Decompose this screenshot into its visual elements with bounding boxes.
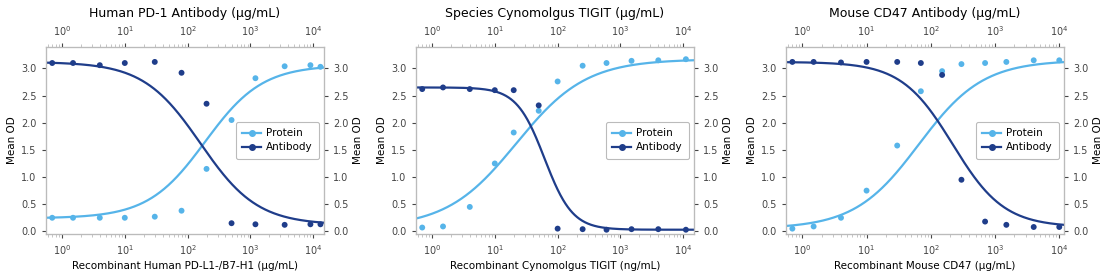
Point (529, 109, 547, 113)
Y-axis label: Mean OD: Mean OD (377, 116, 387, 164)
Y-axis label: Mean OD: Mean OD (723, 116, 733, 164)
Point (934, 73, 951, 77)
Point (784, 226, 801, 231)
Point (434, 224, 452, 229)
Point (934, 69, 951, 73)
Point (312, 64, 330, 69)
Point (952, 62, 970, 66)
Point (976, 219, 993, 224)
Point (888, 143, 906, 148)
Point (302, 63, 320, 67)
Point (223, 118, 241, 122)
X-axis label: Recombinant Human PD-L1-/B7-H1 (μg/mL): Recombinant Human PD-L1-/B7-H1 (μg/mL) (72, 261, 297, 271)
Point (312, 222, 330, 227)
Point (198, 101, 215, 106)
Y-axis label: Mean OD: Mean OD (747, 116, 757, 164)
X-axis label: Recombinant Mouse CD47 (μg/mL): Recombinant Mouse CD47 (μg/mL) (835, 261, 1016, 271)
Y-axis label: Mean OD: Mean OD (7, 116, 17, 164)
Point (461, 205, 478, 209)
Y-axis label: Mean OD: Mean OD (353, 116, 363, 164)
Point (952, 178, 970, 182)
Point (115, 215, 133, 220)
Point (486, 88, 504, 92)
Point (888, 60, 906, 64)
Point (505, 130, 523, 135)
Point (91, 63, 109, 67)
Point (115, 61, 133, 65)
X-axis label: Mouse CD47 Antibody (μg/mL): Mouse CD47 Antibody (μg/mL) (829, 7, 1021, 20)
Point (649, 58, 667, 63)
Point (246, 76, 264, 80)
X-axis label: Human PD-1 Antibody (μg/mL): Human PD-1 Antibody (μg/mL) (90, 7, 281, 20)
Point (649, 227, 667, 231)
Point (1025, 58, 1042, 63)
Point (302, 222, 320, 227)
Point (173, 71, 191, 75)
Point (64, 61, 82, 65)
Point (832, 215, 850, 220)
Point (784, 60, 801, 64)
Point (64, 215, 82, 220)
Point (486, 161, 504, 166)
Point (858, 188, 876, 193)
Point (246, 222, 264, 227)
Legend: Protein, Antibody: Protein, Antibody (236, 122, 320, 159)
Point (574, 63, 592, 68)
Point (43, 61, 61, 65)
Point (998, 60, 1016, 64)
Point (1050, 225, 1068, 229)
Point (275, 223, 293, 227)
Point (1050, 58, 1068, 63)
Point (413, 225, 431, 230)
Point (1025, 225, 1042, 229)
Point (223, 221, 241, 225)
Point (548, 79, 566, 84)
Point (677, 227, 695, 232)
Point (574, 227, 592, 231)
X-axis label: Species Cynomolgus TIGIT (μg/mL): Species Cynomolgus TIGIT (μg/mL) (445, 7, 665, 20)
Point (505, 88, 523, 92)
Point (623, 59, 640, 63)
Legend: Protein, Antibody: Protein, Antibody (976, 122, 1059, 159)
Point (198, 167, 215, 171)
Point (677, 57, 695, 61)
Point (805, 60, 823, 64)
Point (173, 208, 191, 213)
Point (832, 60, 850, 65)
Legend: Protein, Antibody: Protein, Antibody (606, 122, 689, 159)
Point (434, 85, 452, 90)
Point (597, 61, 615, 65)
Point (858, 60, 876, 64)
Point (413, 87, 431, 91)
Point (976, 61, 993, 65)
Point (597, 227, 615, 232)
Y-axis label: Mean OD: Mean OD (1093, 116, 1103, 164)
Point (623, 227, 640, 231)
Point (275, 64, 293, 68)
Point (529, 103, 547, 108)
Point (805, 224, 823, 229)
Point (548, 226, 566, 231)
Point (461, 87, 478, 91)
Point (912, 61, 930, 65)
Point (43, 215, 61, 220)
Point (91, 215, 109, 220)
Point (145, 60, 163, 64)
Point (145, 214, 163, 219)
Point (998, 223, 1016, 227)
X-axis label: Recombinant Cynomolgus TIGIT (ng/mL): Recombinant Cynomolgus TIGIT (ng/mL) (450, 261, 660, 271)
Point (912, 89, 930, 93)
